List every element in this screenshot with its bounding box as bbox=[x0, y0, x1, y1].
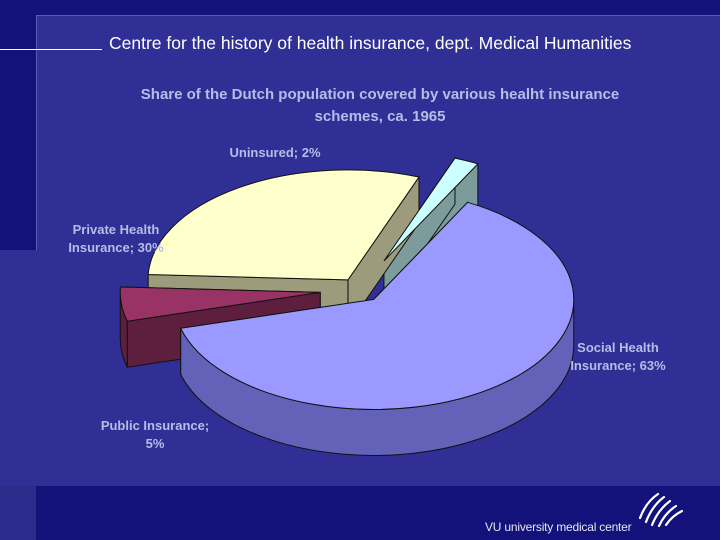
pie-label-social-health-insurance-line-0: Social Health bbox=[577, 340, 659, 355]
header-text: Centre for the history of health insuran… bbox=[109, 33, 632, 53]
vu-logo-icon bbox=[638, 492, 684, 528]
pie-labels: Social Health Insurance; 63% Public Insura… bbox=[68, 145, 666, 451]
pie-label-social-health-insurance-line-1: Insurance; 63% bbox=[570, 358, 666, 373]
content-panel-left bbox=[0, 250, 36, 486]
pie-label-public-insurance: Public Insurance; 5% bbox=[101, 418, 209, 451]
pie-label-private-health-insurance-line-1: Insurance; 30% bbox=[68, 240, 164, 255]
pie-tops bbox=[119, 157, 575, 410]
pie-slice-public-insurance bbox=[119, 286, 321, 322]
pie-label-social-health-insurance: Social Health Insurance; 63% bbox=[570, 340, 666, 373]
pie-slice-uninsured bbox=[383, 157, 479, 262]
chart-title: Share of the Dutch population covered by… bbox=[100, 84, 660, 128]
chart-title-line-2: schemes, ca. 1965 bbox=[314, 108, 446, 125]
header-underline bbox=[0, 49, 102, 50]
left-divider bbox=[36, 15, 37, 250]
pie-label-private-health-insurance-line-0: Private Health bbox=[73, 222, 160, 237]
pie-label-public-insurance-line-0: Public Insurance; bbox=[101, 418, 209, 433]
bottom-frame bbox=[36, 486, 720, 540]
bottom-left-frame bbox=[0, 486, 36, 540]
pie-label-private-health-insurance: Private Health Insurance; 30% bbox=[68, 222, 164, 255]
pie-label-uninsured: Uninsured; 2% bbox=[229, 145, 320, 160]
left-frame bbox=[0, 0, 36, 250]
pie-slice-social-health-insurance bbox=[179, 201, 575, 410]
header-divider bbox=[36, 15, 720, 16]
logo-text: VU university medical center bbox=[485, 520, 632, 534]
top-frame bbox=[0, 0, 720, 15]
chart-title-line-1: Share of the Dutch population covered by… bbox=[140, 86, 620, 103]
pie-label-public-insurance-line-1: 5% bbox=[146, 436, 165, 451]
pie-label-uninsured-line-0: Uninsured; 2% bbox=[229, 145, 320, 160]
pie-slice-private-health-insurance bbox=[147, 169, 420, 281]
